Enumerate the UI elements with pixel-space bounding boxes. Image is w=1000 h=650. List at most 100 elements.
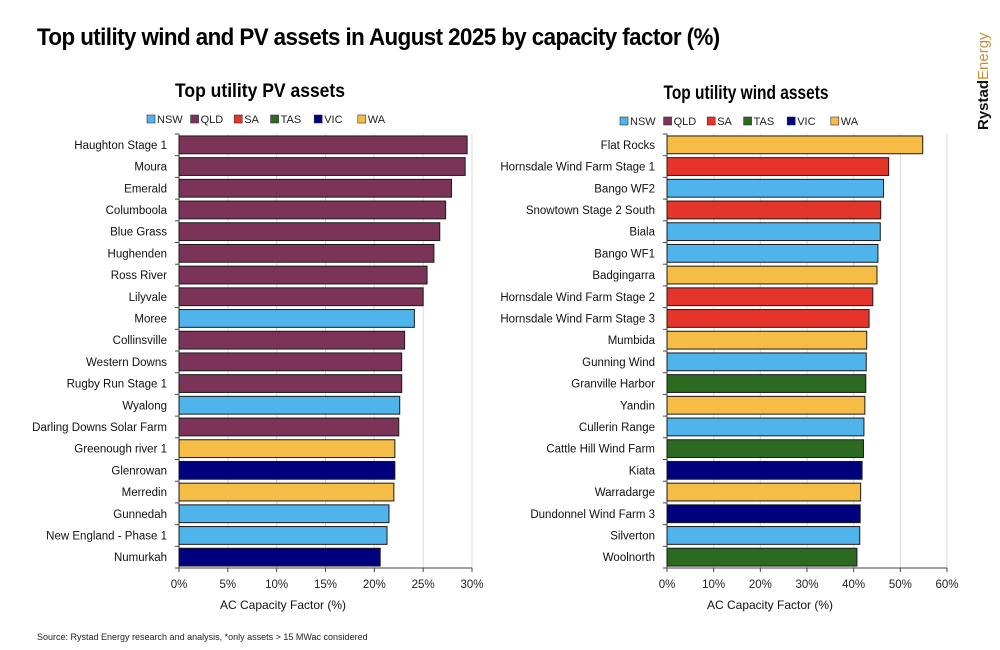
category-label: Bango WF2 [594, 183, 655, 195]
legend-item-tas: TAS [270, 114, 302, 126]
category-label: Merredin [122, 487, 167, 499]
bar [178, 395, 401, 415]
category-label: Mumbida [608, 335, 656, 347]
legend-item-qld: QLD [190, 114, 223, 126]
bar [666, 135, 924, 155]
x-tick-label: 0% [171, 579, 188, 591]
bar [666, 439, 864, 459]
legend-item-wa: WA [830, 116, 859, 128]
bar [178, 352, 403, 372]
legend-label: QLD [674, 116, 697, 128]
bar [666, 330, 868, 350]
category-label: Gunning Wind [582, 357, 655, 369]
category-label: Gunnedah [113, 509, 167, 521]
bar [178, 547, 381, 567]
bar [178, 439, 396, 459]
bar [666, 265, 878, 285]
bar [666, 547, 858, 567]
x-tick-label: 60% [935, 579, 958, 591]
legend-label: TAS [281, 114, 302, 126]
bar [178, 287, 424, 307]
bar [666, 374, 867, 393]
bar [178, 309, 415, 328]
category-label: Hughenden [108, 248, 167, 260]
x-tick-label: 30% [795, 579, 818, 591]
x-tick-label: 25% [412, 579, 435, 591]
legend-swatch [357, 114, 367, 124]
bar [178, 222, 441, 242]
bar [178, 417, 400, 437]
category-label: Yandin [620, 400, 655, 412]
legend-label: WA [368, 114, 386, 126]
bar [178, 265, 428, 285]
x-tick-label: 10% [702, 579, 725, 591]
legend-swatch [830, 116, 840, 126]
legend-item-vic: VIC [313, 114, 343, 126]
x-tick-label: 10% [265, 579, 288, 591]
chart-title: Top utility wind assets [664, 83, 829, 104]
legend-swatch [706, 116, 716, 126]
bar [666, 287, 874, 307]
legend-label: TAS [754, 116, 775, 128]
legend-label: VIC [324, 114, 342, 126]
bar [666, 243, 879, 263]
pv-chart: Top utility PV assets NSW QLD SA TAS VIC WA 0% 5… [32, 81, 483, 612]
chart-title: Top utility PV assets [175, 81, 345, 102]
bar [666, 526, 861, 545]
bar [178, 526, 388, 545]
category-label: Silverton [610, 530, 655, 542]
legend-item-wa: WA [357, 114, 386, 126]
legend-item-nsw: NSW [619, 116, 656, 128]
legend-item-qld: QLD [663, 116, 697, 128]
bar [666, 309, 870, 328]
source-note: Source: Rystad Energy research and analy… [37, 632, 368, 642]
category-label: Cullerin Range [579, 422, 655, 434]
category-label: New England - Phase 1 [46, 530, 167, 542]
bar [178, 157, 466, 176]
category-label: Cattle Hill Wind Farm [546, 444, 655, 456]
category-label: Emerald [124, 183, 167, 195]
legend-swatch [663, 116, 672, 126]
bar [666, 504, 861, 524]
category-label: Bango WF1 [594, 248, 655, 260]
legend-swatch [190, 114, 199, 124]
legend-swatch [146, 114, 156, 124]
bar [666, 395, 866, 415]
category-label: Dundonnel Wind Farm 3 [530, 509, 655, 521]
category-label: Snowtown Stage 2 South [526, 205, 655, 217]
bar [666, 157, 890, 176]
x-tick-label: 30% [460, 579, 483, 591]
category-label: Hornsdale Wind Farm Stage 3 [500, 313, 655, 325]
category-label: Greenough river 1 [74, 444, 167, 456]
category-label: Hornsdale Wind Farm Stage 2 [500, 292, 655, 304]
category-label: Haughton Stage 1 [74, 140, 167, 152]
legend-label: SA [244, 114, 259, 126]
main-title: Top utility wind and PV assets in August… [37, 24, 720, 51]
category-label: Western Downs [86, 357, 167, 369]
legend-swatch [743, 116, 752, 126]
category-label: Kiata [629, 465, 656, 477]
category-label: Hornsdale Wind Farm Stage 1 [500, 162, 655, 174]
x-tick-label: 20% [363, 579, 386, 591]
bar [178, 330, 406, 350]
category-label: Biala [629, 227, 655, 239]
legend-label: NSW [630, 116, 656, 128]
category-label: Warradarge [595, 487, 655, 499]
category-label: Lilyvale [129, 292, 167, 304]
bar [178, 374, 403, 393]
legend-item-sa: SA [233, 114, 260, 126]
category-label: Glenrowan [111, 465, 167, 477]
legend-label: VIC [797, 116, 815, 128]
bar [666, 482, 862, 502]
category-label: Wyalong [122, 400, 167, 412]
bar [666, 200, 882, 220]
bar [178, 178, 452, 198]
x-tick-label: 15% [314, 579, 337, 591]
legend-item-sa: SA [706, 116, 733, 128]
bar [178, 135, 468, 155]
x-axis-label: AC Capacity Factor (%) [220, 598, 346, 612]
legend-item-nsw: NSW [146, 114, 183, 126]
legend-swatch [270, 114, 279, 124]
legend-swatch [786, 116, 796, 126]
legend-label: WA [841, 116, 859, 128]
